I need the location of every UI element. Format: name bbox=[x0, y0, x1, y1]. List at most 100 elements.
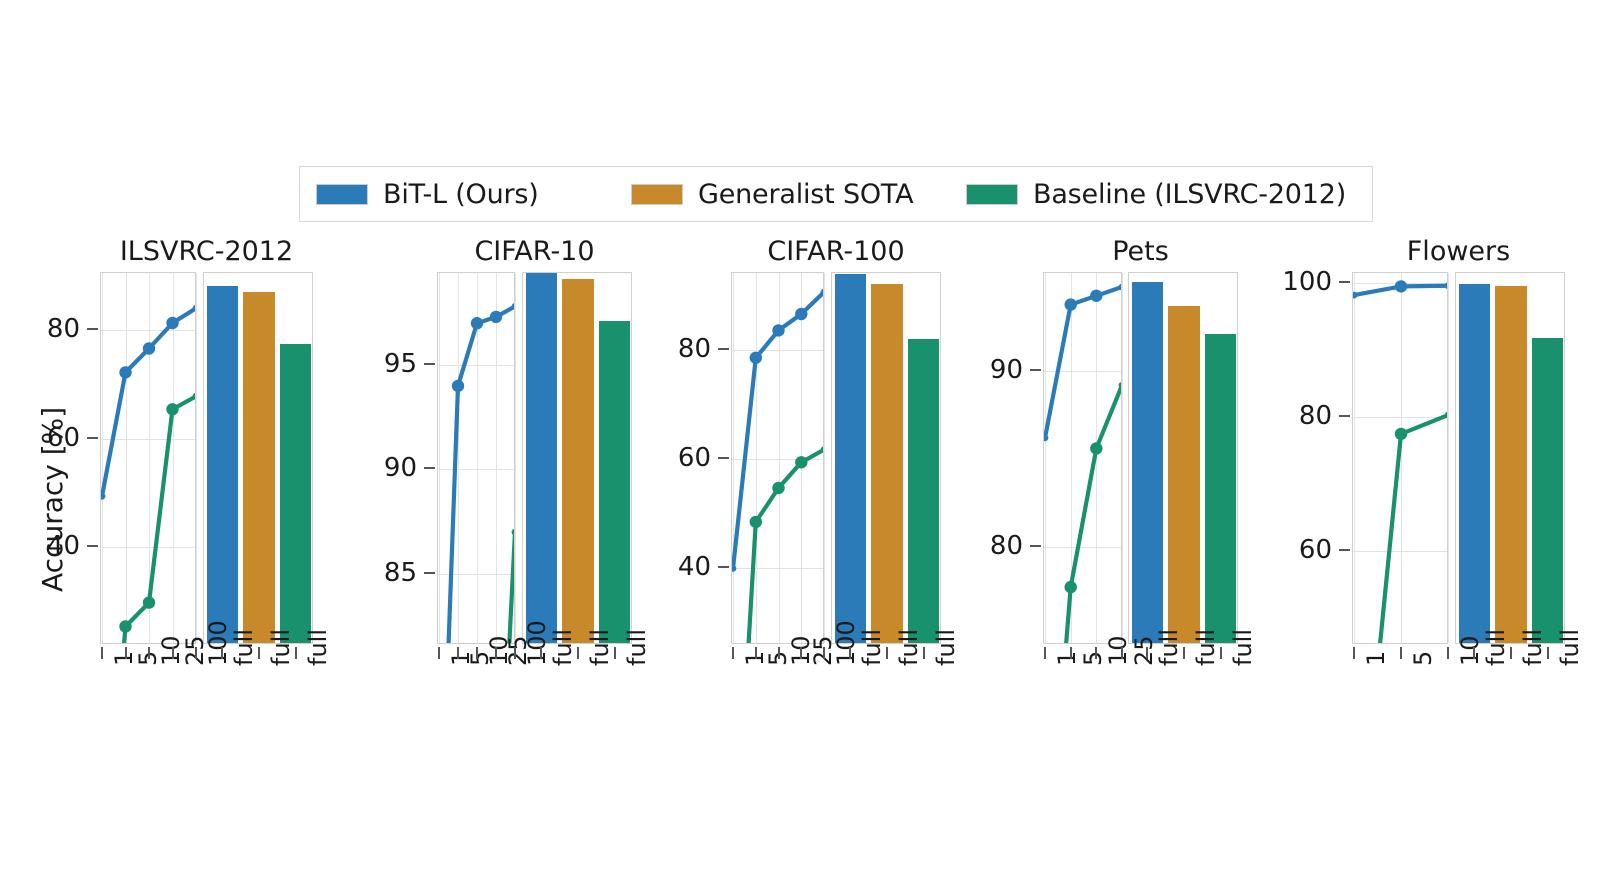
gridline-vertical bbox=[824, 273, 825, 643]
x-tick-label-1: 1 bbox=[1053, 650, 1081, 666]
x-tick-mark bbox=[101, 647, 103, 659]
x-tick-mark bbox=[438, 647, 440, 659]
x-tick-label-full-1: full bbox=[1192, 629, 1220, 666]
bar-baseline-ilsvrc-2012 bbox=[1204, 334, 1237, 643]
bar-bit-l-ours bbox=[1458, 283, 1491, 643]
x-tick-label-10: 10 bbox=[1456, 635, 1484, 666]
x-tick-label-100: 100 bbox=[832, 620, 860, 666]
bar-generalist-sota bbox=[1495, 286, 1527, 643]
x-tick-label-100: 100 bbox=[523, 620, 551, 666]
y-tick-label: 60 bbox=[1298, 535, 1332, 566]
x-tick-mark bbox=[732, 647, 734, 659]
gridline-vertical bbox=[1122, 273, 1123, 643]
y-tick-label: 95 bbox=[383, 348, 417, 379]
y-tick-label: 60 bbox=[677, 443, 711, 473]
bar-bit-l-ours bbox=[1131, 281, 1164, 643]
x-tick-mark bbox=[1400, 647, 1402, 659]
data-point-marker bbox=[1090, 442, 1103, 455]
series-line bbox=[446, 304, 514, 643]
x-tick-label-full-1: full bbox=[895, 629, 923, 666]
y-tick-mark bbox=[1339, 549, 1350, 552]
gridline-vertical bbox=[779, 273, 780, 643]
gridline-horizontal bbox=[1044, 371, 1121, 372]
series-line bbox=[1044, 285, 1121, 440]
x-tick-label-full-2: full bbox=[623, 629, 651, 666]
y-tick-label: 40 bbox=[46, 531, 80, 562]
gridline-vertical bbox=[196, 273, 197, 643]
gridline-horizontal bbox=[101, 547, 195, 548]
x-tick-mark bbox=[148, 647, 150, 659]
data-point-marker bbox=[772, 481, 785, 495]
x-tick-mark bbox=[886, 647, 888, 659]
y-tick-mark bbox=[1030, 369, 1041, 372]
data-point-marker bbox=[142, 342, 156, 355]
y-tick-mark bbox=[424, 571, 435, 574]
legend-entry-1[interactable]: Generalist SOTA bbox=[631, 178, 914, 210]
x-tick-mark bbox=[755, 647, 757, 659]
x-tick-mark bbox=[476, 647, 478, 659]
line-clip bbox=[438, 273, 514, 643]
x-tick-mark bbox=[1447, 647, 1449, 659]
bar-baseline-ilsvrc-2012 bbox=[598, 321, 631, 643]
panel-title: CIFAR-100 bbox=[767, 236, 905, 267]
y-tick-mark bbox=[1339, 415, 1350, 418]
data-point-marker bbox=[1118, 382, 1121, 389]
x-tick-mark bbox=[849, 647, 851, 659]
data-point-marker bbox=[1044, 434, 1049, 442]
bar-baseline-ilsvrc-2012 bbox=[1531, 338, 1564, 643]
x-tick-label-full-2: full bbox=[304, 629, 332, 666]
x-tick-mark bbox=[1183, 647, 1185, 659]
gridline-vertical bbox=[1071, 273, 1072, 643]
bar-generalist-sota bbox=[243, 291, 275, 643]
y-tick-mark bbox=[87, 545, 98, 548]
legend-label: BiT-L (Ours) bbox=[383, 178, 539, 210]
x-tick-label-full-2: full bbox=[1556, 629, 1584, 666]
data-point-marker bbox=[1394, 427, 1408, 441]
legend-swatch-icon bbox=[966, 183, 1018, 205]
bar-clip bbox=[832, 273, 940, 643]
gridline-horizontal bbox=[732, 350, 823, 351]
series-line bbox=[1064, 383, 1121, 643]
x-tick-mark bbox=[172, 647, 174, 659]
x-tick-mark bbox=[1510, 647, 1512, 659]
data-point-marker bbox=[166, 403, 179, 416]
x-tick-mark bbox=[295, 647, 297, 659]
data-point-marker bbox=[820, 446, 823, 453]
y-tick-mark bbox=[87, 436, 98, 439]
line-clip bbox=[1044, 273, 1121, 643]
gridline-horizontal bbox=[1353, 551, 1447, 552]
y-tick-label: 40 bbox=[677, 552, 711, 583]
data-point-marker bbox=[451, 379, 465, 393]
bar-axes bbox=[522, 272, 632, 644]
x-tick-label-1: 1 bbox=[1362, 650, 1390, 666]
data-point-marker bbox=[101, 492, 106, 500]
line-clip bbox=[732, 273, 823, 643]
legend-entry-2[interactable]: Baseline (ILSVRC-2012) bbox=[966, 179, 1346, 210]
data-point-marker bbox=[511, 303, 514, 310]
line-axes bbox=[1352, 272, 1449, 644]
line-axes bbox=[100, 272, 197, 644]
data-point-marker bbox=[1118, 283, 1121, 291]
y-tick-mark bbox=[1030, 544, 1041, 547]
y-tick-label: 80 bbox=[1298, 401, 1332, 432]
bar-clip bbox=[1129, 273, 1237, 643]
legend-label: Generalist SOTA bbox=[698, 178, 914, 210]
x-tick-mark bbox=[1547, 647, 1549, 659]
data-point-marker bbox=[511, 528, 514, 536]
y-tick-mark bbox=[1339, 281, 1350, 284]
x-tick-mark bbox=[800, 647, 802, 659]
data-point-marker bbox=[1353, 291, 1358, 299]
gridline-horizontal bbox=[732, 459, 823, 460]
gridline-horizontal bbox=[101, 330, 195, 331]
data-point-marker bbox=[470, 317, 484, 330]
gridline-vertical bbox=[496, 273, 497, 643]
legend-entry-0[interactable]: BiT-L (Ours) bbox=[316, 179, 539, 210]
gridline-vertical bbox=[126, 273, 127, 643]
line-axes bbox=[1043, 272, 1123, 644]
y-tick-label: 80 bbox=[46, 314, 80, 345]
x-tick-label-10: 10 bbox=[1104, 635, 1132, 666]
x-tick-mark bbox=[1095, 647, 1097, 659]
data-point-marker bbox=[772, 324, 785, 337]
bar-bit-l-ours bbox=[525, 273, 558, 643]
y-tick-mark bbox=[718, 347, 729, 350]
